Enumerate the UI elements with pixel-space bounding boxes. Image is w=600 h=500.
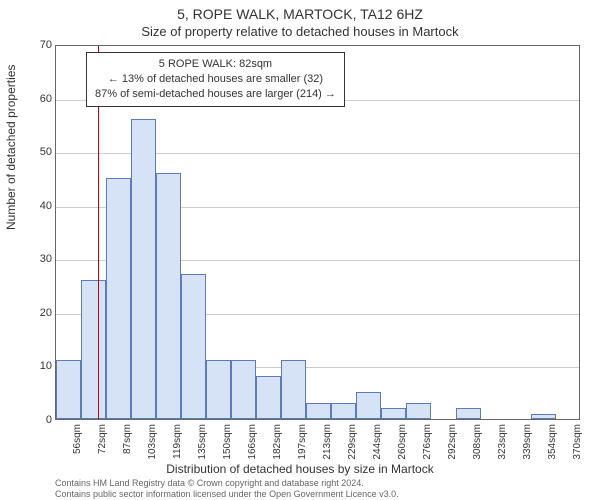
histogram-bar <box>531 414 556 419</box>
y-tick-label: 50 <box>12 146 52 158</box>
histogram-bar <box>381 408 406 419</box>
info-line-1: 5 ROPE WALK: 82sqm <box>95 57 336 72</box>
y-tick-label: 40 <box>12 200 52 212</box>
chart-container: 5, ROPE WALK, MARTOCK, TA12 6HZ Size of … <box>0 0 600 500</box>
y-tick-label: 60 <box>12 93 52 105</box>
chart-title: 5, ROPE WALK, MARTOCK, TA12 6HZ <box>0 6 600 22</box>
plot-area: 5 ROPE WALK: 82sqm ← 13% of detached hou… <box>55 45 580 420</box>
x-tick-label: 260sqm <box>397 424 408 460</box>
x-tick-label: 166sqm <box>247 424 258 460</box>
y-tick-label: 20 <box>12 307 52 319</box>
chart-subtitle: Size of property relative to detached ho… <box>0 24 600 39</box>
histogram-bar <box>56 360 81 419</box>
x-axis-label: Distribution of detached houses by size … <box>0 462 600 476</box>
histogram-bar <box>331 403 356 419</box>
x-tick-label: 72sqm <box>97 424 108 454</box>
x-tick-label: 354sqm <box>547 424 558 460</box>
x-tick-label: 276sqm <box>422 424 433 460</box>
x-tick-label: 370sqm <box>572 424 583 460</box>
y-tick-label: 0 <box>12 414 52 426</box>
x-tick-label: 182sqm <box>272 424 283 460</box>
x-tick-label: 308sqm <box>472 424 483 460</box>
histogram-bar <box>156 173 181 419</box>
y-tick-label: 10 <box>12 360 52 372</box>
info-box: 5 ROPE WALK: 82sqm ← 13% of detached hou… <box>86 52 345 107</box>
histogram-bar <box>306 403 331 419</box>
footer-line-1: Contains HM Land Registry data © Crown c… <box>55 478 364 488</box>
x-tick-label: 56sqm <box>72 424 83 454</box>
histogram-bar <box>406 403 431 419</box>
info-line-2: ← 13% of detached houses are smaller (32… <box>95 72 336 87</box>
histogram-bar <box>356 392 381 419</box>
histogram-bar <box>131 119 156 419</box>
x-tick-label: 323sqm <box>497 424 508 460</box>
x-tick-label: 229sqm <box>347 424 358 460</box>
x-tick-label: 213sqm <box>322 424 333 460</box>
histogram-bar <box>456 408 481 419</box>
histogram-bar <box>206 360 231 419</box>
x-tick-label: 150sqm <box>222 424 233 460</box>
x-tick-label: 292sqm <box>447 424 458 460</box>
x-tick-label: 135sqm <box>197 424 208 460</box>
footer-line-2: Contains public sector information licen… <box>55 489 399 499</box>
y-tick-label: 30 <box>12 253 52 265</box>
histogram-bar <box>106 178 131 419</box>
x-tick-label: 119sqm <box>172 424 183 459</box>
histogram-bar <box>81 280 106 419</box>
x-tick-label: 87sqm <box>122 424 133 454</box>
histogram-bar <box>181 274 206 419</box>
x-tick-label: 197sqm <box>297 424 308 460</box>
x-tick-label: 339sqm <box>522 424 533 460</box>
histogram-bar <box>231 360 256 419</box>
info-line-3: 87% of semi-detached houses are larger (… <box>95 87 336 102</box>
x-tick-label: 103sqm <box>147 424 158 460</box>
x-tick-label: 244sqm <box>372 424 383 460</box>
histogram-bar <box>281 360 306 419</box>
histogram-bar <box>256 376 281 419</box>
y-tick-label: 70 <box>12 39 52 51</box>
